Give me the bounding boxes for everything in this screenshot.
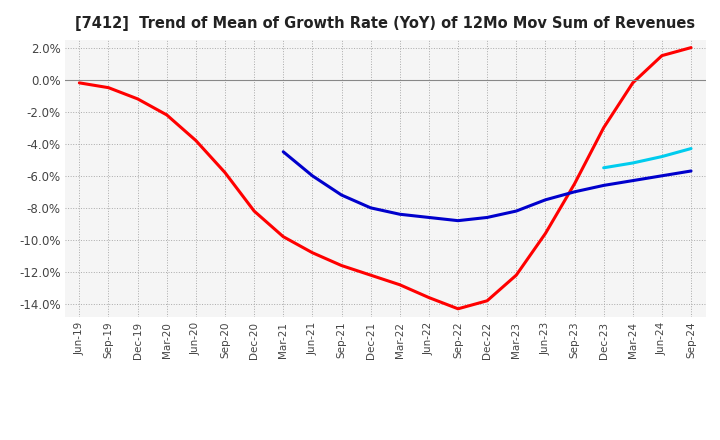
3 Years [220, 170, 229, 175]
7 Years [599, 165, 608, 170]
5 Years [483, 215, 492, 220]
3 Years [687, 45, 696, 50]
5 Years [279, 149, 287, 154]
5 Years [541, 197, 550, 202]
3 Years [337, 263, 346, 268]
5 Years [687, 169, 696, 174]
3 Years [483, 298, 492, 304]
5 Years [337, 192, 346, 198]
3 Years [133, 96, 142, 102]
3 Years [250, 209, 258, 214]
3 Years [366, 272, 375, 278]
5 Years [454, 218, 462, 224]
5 Years [366, 205, 375, 210]
5 Years [629, 178, 637, 183]
Line: 5 Years: 5 Years [283, 152, 691, 221]
Title: [7412]  Trend of Mean of Growth Rate (YoY) of 12Mo Mov Sum of Revenues: [7412] Trend of Mean of Growth Rate (YoY… [75, 16, 696, 32]
5 Years [308, 173, 317, 179]
3 Years [541, 231, 550, 236]
3 Years [570, 181, 579, 187]
7 Years [687, 146, 696, 151]
3 Years [279, 234, 287, 239]
Line: 7 Years: 7 Years [603, 149, 691, 168]
3 Years [454, 306, 462, 312]
3 Years [75, 80, 84, 85]
5 Years [395, 212, 404, 217]
5 Years [425, 215, 433, 220]
Line: 3 Years: 3 Years [79, 48, 691, 309]
3 Years [192, 138, 200, 143]
5 Years [599, 183, 608, 188]
3 Years [629, 80, 637, 85]
3 Years [425, 295, 433, 300]
3 Years [657, 53, 666, 58]
3 Years [308, 250, 317, 255]
3 Years [512, 272, 521, 278]
5 Years [657, 173, 666, 179]
3 Years [395, 282, 404, 287]
3 Years [104, 85, 113, 90]
7 Years [629, 160, 637, 165]
7 Years [657, 154, 666, 159]
5 Years [570, 189, 579, 194]
3 Years [163, 112, 171, 117]
5 Years [512, 209, 521, 214]
3 Years [599, 125, 608, 130]
